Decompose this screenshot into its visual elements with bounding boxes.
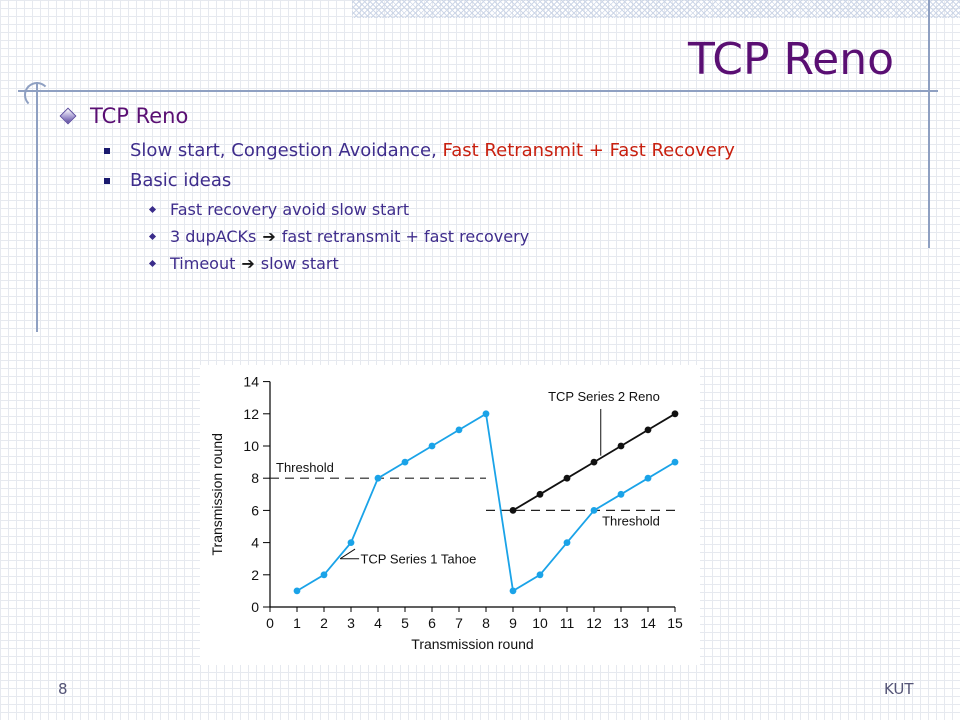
x-tick-label: 2 [320,615,328,631]
sub-bullet-2-text-b: fast retransmit + fast recovery [281,227,530,246]
right-arrow-icon: ➔ [241,254,255,273]
data-point-series-1 [320,571,328,579]
series-line-1 [296,412,676,593]
bullet-heading-text: TCP Reno [90,104,189,128]
data-point-series-1 [644,474,652,482]
x-tick-label: 11 [560,615,575,631]
page-number: 8 [58,680,68,698]
sub-bullet-1: Fast recovery avoid slow start [148,200,920,219]
x-tick-label: 6 [428,615,436,631]
x-tick-label: 0 [266,615,274,631]
x-tick-label: 13 [613,615,629,631]
data-point-series-2 [563,474,571,482]
x-tick-label: 7 [455,615,463,631]
x-tick-label: 14 [640,615,656,631]
sub-bullet-1-text: Fast recovery avoid slow start [170,200,410,219]
x-tick-label: 8 [482,615,490,631]
sub-bullet-2-text-a: 3 dupACKs [170,227,257,246]
y-tick-label: 14 [243,374,259,390]
x-tick-label: 4 [374,615,382,631]
sub-bullet-3-text-a: Timeout [170,254,236,273]
decoration-line-left [36,82,38,332]
data-point-series-1 [374,474,382,482]
data-point-series-2 [536,490,544,498]
x-tick-label: 3 [347,615,355,631]
x-tick-label: 9 [509,615,517,631]
x-tick-label: 10 [532,615,548,631]
data-point-series-1 [455,426,463,434]
data-point-series-2 [617,442,625,450]
x-axis-label: Transmission round [411,636,533,652]
data-point-series-1 [509,587,517,595]
data-point-series-1 [293,587,301,595]
data-point-series-2 [671,410,679,418]
data-point-series-1 [671,458,679,466]
data-point-series-1 [536,571,544,579]
y-tick-label: 12 [243,406,259,422]
y-tick-label: 2 [251,567,259,583]
data-point-series-2 [590,458,598,466]
data-point-series-1 [347,539,355,546]
bullet-line-2: Basic ideas [104,170,920,191]
sub-bullet-2: 3 dupACKs ➔ fast retransmit + fast recov… [148,227,920,246]
bullet-heading: TCP Reno [59,104,920,128]
bullet-line-2-text: Basic ideas [130,170,232,191]
y-tick-label: 6 [251,502,259,518]
footer-text: KUT [884,680,914,698]
decoration-line-right [928,0,930,248]
data-point-series-1 [563,539,571,546]
bullet-list: TCP Reno Slow start, Congestion Avoidanc… [59,104,920,281]
x-tick-label: 5 [401,615,409,631]
series-1-callout-line [339,548,356,560]
data-point-series-2 [509,507,517,514]
decoration-line-top [18,90,938,92]
series-1-label: TCP Series 1 Tahoe [360,552,476,567]
square-bullet-icon [104,147,110,154]
x-tick-label: 12 [586,615,602,631]
small-diamond-bullet-icon [148,232,157,241]
sub-bullet-3-text-b: slow start [260,254,339,273]
bullet-line-1-text: Slow start, Congestion Avoidance, [130,140,443,161]
bullet-line-1-highlight: Fast Retransmit + Fast Recovery [442,140,735,161]
diamond-bullet-icon [59,107,77,125]
y-tick-label: 4 [251,535,259,551]
right-arrow-icon: ➔ [262,227,276,246]
decoration-circle [24,82,50,108]
top-decoration-pattern [352,0,960,18]
y-tick-label: 0 [251,599,259,615]
square-bullet-icon [104,177,110,184]
tcp-congestion-chart: 0 1 2 3 4 5 6 7 8 9 10 11 12 13 14 1502468101214Thresho… [200,365,700,665]
x-tick-label: 15 [667,615,683,631]
sub-bullet-3: Timeout ➔ slow start [148,254,920,273]
y-axis-label: Transmission round [209,433,225,555]
data-point-series-1 [590,507,598,514]
small-diamond-bullet-icon [148,259,157,268]
data-point-series-1 [617,490,625,498]
series-2-label: TCP Series 2 Reno [548,389,660,404]
y-tick-label: 8 [251,470,259,486]
y-tick-label: 10 [243,438,259,454]
threshold-label: Threshold [602,513,660,528]
slide-title: TCP Reno [687,34,894,85]
x-tick-label: 1 [293,615,301,631]
data-point-series-1 [401,458,409,466]
data-point-series-1 [482,410,490,418]
data-point-series-1 [428,442,436,450]
bullet-line-1: Slow start, Congestion Avoidance, Fast R… [104,140,920,161]
threshold-label: Threshold [276,460,334,475]
small-diamond-bullet-icon [148,205,157,214]
data-point-series-2 [644,426,652,434]
